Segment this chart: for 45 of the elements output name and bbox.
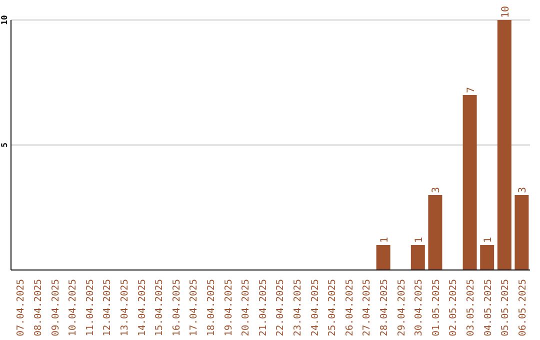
x-tick-label: 18.04.2025	[206, 279, 217, 336]
data-label: 7	[466, 86, 477, 93]
x-tick-label: 02.05.2025	[448, 279, 460, 336]
bar	[462, 95, 477, 270]
x-tick-label: 03.05.2025	[465, 279, 476, 336]
x-tick-label: 17.04.2025	[188, 279, 200, 336]
data-label: 10	[500, 6, 512, 18]
x-tick-label: 13.04.2025	[119, 279, 130, 336]
x-tick-label: 22.04.2025	[275, 279, 286, 336]
bar	[480, 245, 494, 270]
x-tick-label: 26.04.2025	[344, 279, 356, 336]
x-tick-label: 27.04.2025	[362, 279, 373, 336]
x-tick-label: 12.04.2025	[102, 279, 114, 336]
x-tick-label: 29.04.2025	[396, 279, 408, 336]
y-tick-label: 5	[0, 142, 9, 148]
x-tick-label: 01.05.2025	[430, 279, 442, 336]
x-tick-label: 07.04.2025	[16, 279, 27, 336]
data-label: 3	[518, 186, 529, 193]
x-tick-label: 28.04.2025	[378, 279, 390, 336]
x-tick-label: 21.04.2025	[258, 279, 269, 336]
data-label: 1	[414, 236, 425, 243]
x-tick-label: 20.04.2025	[240, 279, 252, 336]
x-tick-label: 10.04.2025	[68, 279, 79, 336]
bar	[514, 195, 529, 270]
x-tick-label: 24.04.2025	[310, 279, 321, 336]
x-tick-label: 30.04.2025	[414, 279, 425, 336]
x-tick-label: 19.04.2025	[223, 279, 234, 336]
bar	[428, 195, 442, 270]
data-label: 3	[431, 186, 442, 193]
x-tick-label: 23.04.2025	[292, 279, 304, 336]
data-label: 1	[483, 236, 494, 243]
x-tick-label: 11.04.2025	[84, 279, 96, 336]
x-tick-label: 15.04.2025	[154, 279, 166, 336]
x-tick-label: 25.04.2025	[327, 279, 338, 336]
data-label: 1	[379, 236, 390, 243]
x-tick-label: 06.05.2025	[517, 279, 528, 336]
x-tick-label: 04.05.2025	[482, 279, 494, 336]
bar	[497, 20, 512, 270]
x-tick-label: 14.04.2025	[136, 279, 148, 336]
x-tick-label: 16.04.2025	[171, 279, 182, 336]
bar	[410, 245, 425, 270]
x-tick-label: 09.04.2025	[50, 279, 62, 336]
x-tick-label: 05.05.2025	[500, 279, 512, 336]
x-tick-label: 08.04.2025	[32, 279, 44, 336]
bar	[376, 245, 390, 270]
